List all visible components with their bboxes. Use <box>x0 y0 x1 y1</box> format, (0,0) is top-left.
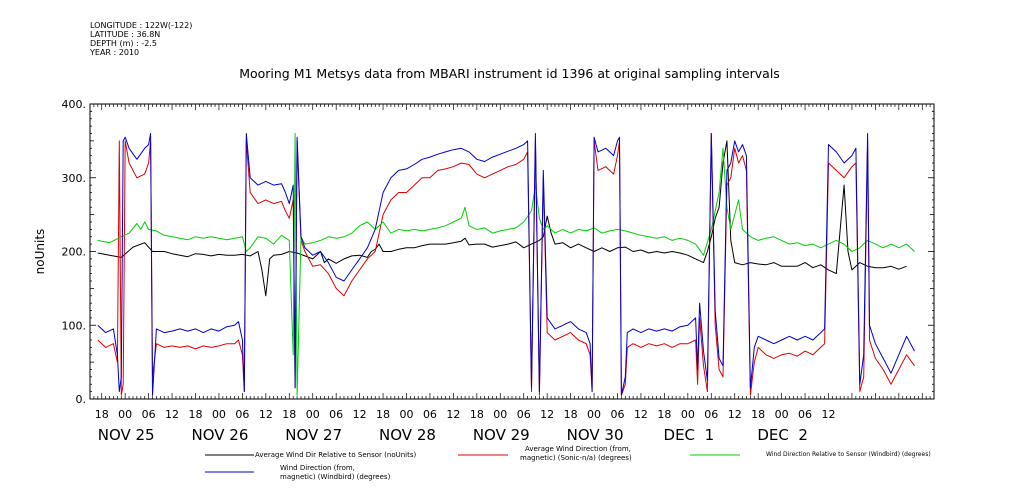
x-hour-label: 00 <box>400 408 414 421</box>
x-hour-label: 18 <box>470 408 484 421</box>
chart-title: Mooring M1 Metsys data from MBARI instru… <box>239 66 780 81</box>
x-date-label: NOV 30 <box>567 426 624 444</box>
x-hour-label: 12 <box>822 408 836 421</box>
x-hour-label: 00 <box>681 408 695 421</box>
x-hour-label: 06 <box>423 408 437 421</box>
x-hour-label: 18 <box>282 408 296 421</box>
x-hour-label: 12 <box>353 408 367 421</box>
y-tick-label: 0. <box>76 393 87 406</box>
x-hour-label: 18 <box>657 408 671 421</box>
x-hour-label: 06 <box>235 408 249 421</box>
y-tick-label: 200. <box>62 246 87 259</box>
x-date-label: NOV 29 <box>473 426 530 444</box>
x-date-label: NOV 25 <box>98 426 155 444</box>
x-hour-label: 06 <box>611 408 625 421</box>
x-hour-label: 00 <box>775 408 789 421</box>
x-hour-label: 12 <box>728 408 742 421</box>
x-hour-label: 00 <box>306 408 320 421</box>
legend-label-1: Average Wind Dir Relative to Sensor (noU… <box>255 451 416 459</box>
x-hour-label: 12 <box>540 408 554 421</box>
legend-label-2b: magnetic) (Sonic-n/a) (degrees) <box>520 454 632 462</box>
y-tick-label: 400. <box>62 98 87 111</box>
y-tick-label: 100. <box>62 319 87 332</box>
x-hour-label: 12 <box>165 408 179 421</box>
x-hour-label: 06 <box>142 408 156 421</box>
x-hour-label: 06 <box>798 408 812 421</box>
legend-label-4b: magnetic) (Windbird) (degrees) <box>280 473 391 481</box>
x-hour-label: 00 <box>212 408 226 421</box>
x-hour-label: 06 <box>704 408 718 421</box>
x-hour-label: 18 <box>376 408 390 421</box>
x-date-label: NOV 27 <box>285 426 342 444</box>
legend-label-4a: Wind Direction (from, <box>280 464 355 472</box>
x-hour-label: 12 <box>259 408 273 421</box>
x-hour-label: 12 <box>446 408 460 421</box>
x-hour-label: 18 <box>95 408 109 421</box>
x-hour-label: 00 <box>118 408 132 421</box>
plot-frame <box>89 103 935 400</box>
x-hour-label: 18 <box>564 408 578 421</box>
depth-text: DEPTH (m) : -2.5 <box>90 39 157 48</box>
series-line-2 <box>97 133 915 396</box>
x-date-label: NOV 26 <box>191 426 248 444</box>
year-text: YEAR : 2010 <box>90 48 140 57</box>
x-hour-label: 00 <box>587 408 601 421</box>
x-hour-label: 06 <box>517 408 531 421</box>
y-axis-label: noUnits <box>33 229 47 275</box>
station-metadata: LONGITUDE : 122W(-122) LATITUDE : 36.8N … <box>90 21 192 57</box>
x-date-label: DEC 2 <box>757 426 808 444</box>
series-line-4 <box>97 133 915 396</box>
legend-label-3: Wind Direction Relative to Sensor (Windb… <box>766 451 931 458</box>
x-date-label: NOV 28 <box>379 426 436 444</box>
legend-label-2a: Average Wind Direction (from, <box>525 445 631 453</box>
x-hour-label: 18 <box>751 408 765 421</box>
x-hour-label: 06 <box>329 408 343 421</box>
y-tick-label: 300. <box>62 172 87 185</box>
latitude-text: LATITUDE : 36.8N <box>90 30 161 39</box>
x-hour-label: 12 <box>634 408 648 421</box>
x-date-label: DEC 1 <box>664 426 715 444</box>
longitude-text: LONGITUDE : 122W(-122) <box>90 21 193 30</box>
series-line-1 <box>97 140 907 297</box>
x-hour-label: 00 <box>493 408 507 421</box>
series-line-3 <box>97 133 915 396</box>
x-hour-label: 18 <box>189 408 203 421</box>
